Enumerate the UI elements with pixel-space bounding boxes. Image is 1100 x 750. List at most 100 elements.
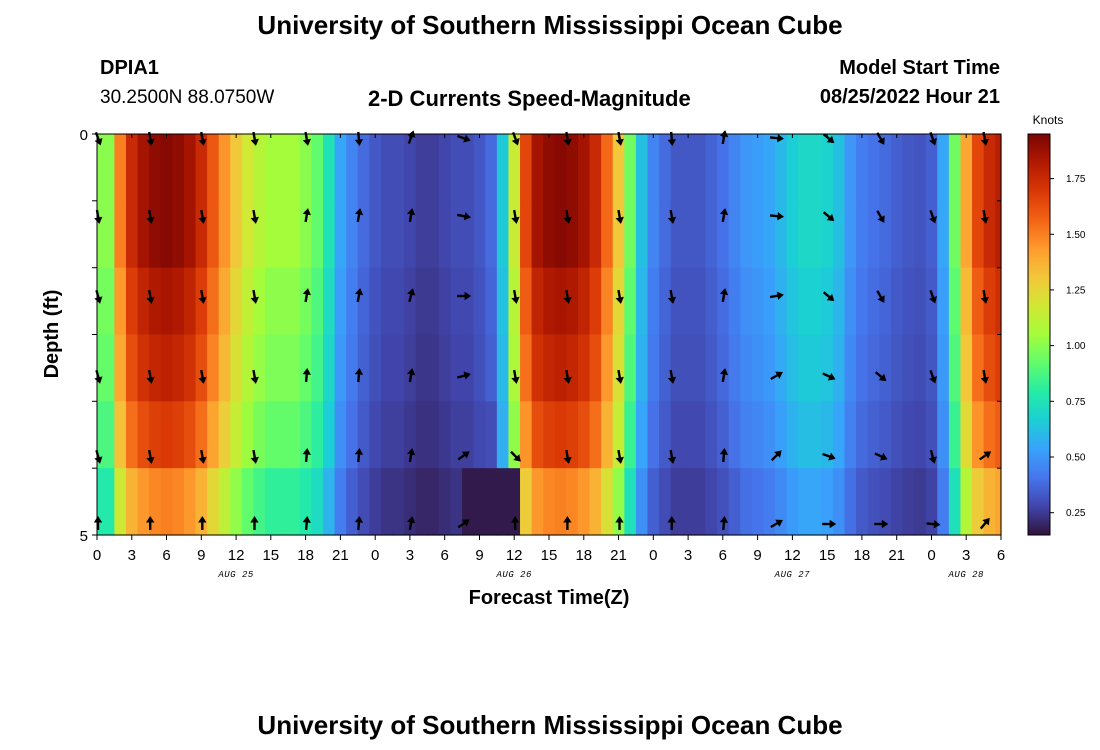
heatmap-cell bbox=[241, 267, 255, 336]
heatmap-cell bbox=[659, 200, 672, 269]
current-arrow bbox=[250, 209, 259, 224]
heatmap-cell bbox=[751, 134, 765, 202]
heatmap-cell bbox=[265, 267, 278, 336]
heatmap-cell bbox=[647, 401, 660, 469]
heatmap-cell bbox=[728, 468, 741, 536]
heatmap-cell bbox=[462, 134, 475, 202]
heatmap-cell bbox=[311, 468, 324, 536]
heatmap-cell bbox=[311, 401, 324, 469]
current-arrow bbox=[457, 451, 470, 461]
heatmap-cell bbox=[369, 468, 382, 536]
heatmap-cell bbox=[438, 200, 452, 269]
heatmap-cell bbox=[601, 200, 614, 269]
current-arrow bbox=[667, 369, 677, 384]
heatmap-cell bbox=[763, 134, 776, 202]
heatmap-cell bbox=[311, 134, 324, 202]
heatmap-cell bbox=[589, 200, 602, 269]
heatmap-cell bbox=[566, 134, 579, 202]
heatmap-cell bbox=[554, 468, 567, 536]
heatmap-cell bbox=[450, 134, 463, 202]
heatmap-cell bbox=[311, 267, 324, 336]
current-arrow bbox=[302, 368, 311, 383]
heatmap-cell bbox=[380, 200, 394, 269]
heatmap-cell bbox=[960, 334, 973, 402]
heatmap-cell bbox=[740, 468, 753, 536]
heatmap-cell bbox=[346, 468, 359, 536]
x-tick-label: 0 bbox=[649, 547, 657, 564]
heatmap-cell bbox=[682, 334, 695, 402]
heatmap-cell bbox=[114, 334, 127, 402]
current-arrow bbox=[457, 519, 470, 529]
heatmap-cell bbox=[253, 267, 266, 336]
x-tick-label: 3 bbox=[128, 547, 136, 564]
heatmap-cell bbox=[334, 267, 347, 336]
current-arrow bbox=[929, 289, 937, 304]
heatmap-cell bbox=[508, 134, 521, 202]
heatmap-cell bbox=[207, 468, 220, 536]
heatmap-cell bbox=[948, 267, 962, 336]
heatmap-cell bbox=[114, 267, 127, 336]
current-arrow bbox=[510, 450, 521, 462]
heatmap-cell bbox=[705, 334, 718, 402]
heatmap-cell bbox=[763, 200, 776, 269]
heatmap-cell bbox=[763, 334, 776, 402]
heatmap-cell bbox=[543, 134, 556, 202]
heatmap-cell bbox=[960, 134, 973, 202]
heatmap-cell bbox=[299, 200, 313, 269]
heatmap-cell bbox=[172, 134, 185, 202]
chart-title: 2-D Currents Speed-Magnitude bbox=[368, 86, 691, 111]
heatmap-cell bbox=[948, 200, 962, 269]
heatmap-cell bbox=[670, 401, 683, 469]
x-tick-label: 3 bbox=[684, 547, 692, 564]
heatmap-cell bbox=[647, 334, 660, 402]
heatmap-cell bbox=[879, 334, 892, 402]
heatmap-cell bbox=[798, 468, 811, 536]
current-arrow bbox=[770, 519, 783, 529]
heatmap-cell bbox=[241, 200, 255, 269]
heatmap-cell bbox=[914, 468, 927, 536]
heatmap-cell bbox=[786, 401, 799, 469]
current-arrow bbox=[874, 371, 887, 382]
heatmap-cell bbox=[995, 401, 1002, 469]
heatmap-cell bbox=[207, 267, 220, 336]
heatmap-cell bbox=[740, 401, 753, 469]
heatmap-cell bbox=[218, 334, 231, 402]
heatmap-cell bbox=[821, 267, 834, 336]
heatmap-cell bbox=[160, 134, 173, 202]
x-tick-label: 21 bbox=[888, 547, 905, 564]
heatmap-cell bbox=[346, 134, 359, 202]
heatmap-cell bbox=[728, 200, 741, 269]
heatmap-cell bbox=[404, 200, 417, 269]
current-arrow bbox=[980, 209, 989, 224]
heatmap-cell bbox=[798, 334, 811, 402]
heatmap-cell bbox=[635, 134, 649, 202]
heatmap-cell bbox=[230, 267, 243, 336]
heatmap-cell bbox=[798, 200, 811, 269]
heatmap-cell bbox=[682, 468, 695, 536]
heatmap-cell bbox=[693, 468, 707, 536]
heatmap-cell bbox=[659, 134, 672, 202]
heatmap-cell bbox=[948, 134, 962, 202]
heatmap-cell bbox=[809, 468, 822, 536]
heatmap-cell bbox=[925, 134, 938, 202]
heatmap-cell bbox=[288, 468, 301, 536]
current-arrow bbox=[874, 452, 888, 461]
heatmap-cell bbox=[983, 134, 996, 202]
heatmap-cell bbox=[589, 334, 602, 402]
heatmap-cell bbox=[172, 468, 185, 536]
y-tick-label: 0 bbox=[80, 127, 88, 144]
current-arrow bbox=[719, 288, 729, 303]
heatmap-cell bbox=[438, 267, 452, 336]
heatmap-cell bbox=[705, 200, 718, 269]
current-arrow bbox=[198, 516, 207, 530]
colorbar-ticks: 0.25 0.50 0.75 1.00 1.25 1.50 1.75 bbox=[1050, 174, 1086, 519]
heatmap-cell bbox=[890, 267, 904, 336]
heatmap-cell bbox=[670, 334, 683, 402]
colorbar-tick-label: 1.25 bbox=[1066, 285, 1086, 296]
heatmap-cell bbox=[751, 334, 765, 402]
day-label: AUG 28 bbox=[948, 570, 984, 580]
heatmap-cell bbox=[566, 200, 579, 269]
heatmap-cell bbox=[114, 468, 127, 536]
x-tick-label: 0 bbox=[93, 547, 101, 564]
current-arrow bbox=[250, 289, 259, 304]
